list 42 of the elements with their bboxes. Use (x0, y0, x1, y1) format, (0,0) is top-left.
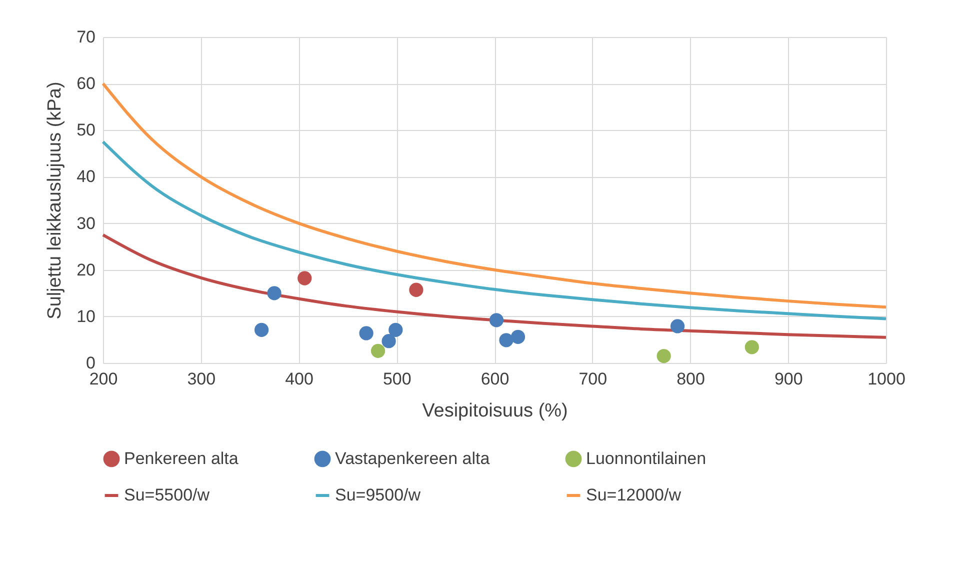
point (744, 340, 759, 354)
legend-label: Vastapenkereen alta (335, 448, 490, 468)
line-series (102, 82, 888, 309)
point (489, 313, 504, 328)
point (510, 330, 526, 344)
x-tick-label: 500 (382, 370, 412, 388)
x-tick-label: 700 (578, 370, 608, 388)
x-tick-label: 200 (89, 370, 118, 388)
y-tick-label: 50 (76, 120, 96, 140)
point (382, 334, 396, 348)
x-tick-label: 400 (285, 370, 314, 388)
y-tick-label: 10 (76, 306, 96, 326)
x-tick-label: 300 (187, 370, 216, 388)
y-tick-label: 70 (76, 28, 96, 46)
point (388, 322, 403, 337)
legend-label: Luonnontilainen (586, 448, 706, 468)
line-series (102, 140, 888, 320)
legend-label: Su=9500/w (335, 486, 422, 504)
point (499, 333, 514, 348)
y-tick-label: 20 (76, 260, 96, 280)
x-tick-label: 800 (676, 370, 705, 388)
point (370, 344, 386, 358)
legend-label: Su=12000/w (586, 486, 682, 504)
point (656, 348, 671, 364)
x-tick-label: 900 (774, 370, 803, 388)
y-tick-label: 40 (76, 167, 96, 186)
point (267, 286, 282, 300)
legend-label: Penkereen alta (124, 448, 239, 468)
x-axis-title: Vesipitoisuus (%) (422, 400, 568, 422)
x-tick-label: 1000 (868, 370, 906, 388)
point (254, 322, 269, 337)
legend-label: Su=5500/w (124, 486, 210, 504)
point (409, 282, 424, 297)
y-tick-label: 0 (86, 354, 96, 372)
y-axis-title: Suljettu leikkauslujuus (kPa) (44, 82, 66, 320)
point (670, 319, 685, 334)
y-tick-label: 60 (76, 74, 96, 94)
y-tick-label: 30 (76, 214, 96, 233)
point (359, 326, 374, 340)
point (298, 271, 312, 286)
line-series (102, 233, 888, 339)
x-tick-label: 600 (480, 370, 510, 388)
